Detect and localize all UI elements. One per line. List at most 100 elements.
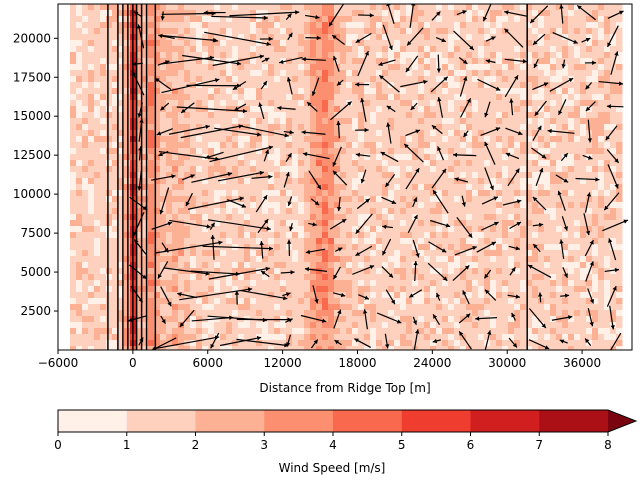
contour-cell bbox=[214, 304, 221, 311]
contour-cell bbox=[616, 22, 623, 29]
contour-cell bbox=[364, 238, 371, 245]
contour-cell bbox=[466, 82, 473, 89]
contour-cell bbox=[610, 262, 617, 269]
contour-cell bbox=[562, 4, 569, 11]
contour-cell bbox=[400, 166, 407, 173]
contour-cell bbox=[544, 100, 551, 107]
contour-cell bbox=[388, 184, 395, 191]
contour-cell bbox=[196, 286, 203, 293]
contour-cell bbox=[412, 184, 419, 191]
contour-cell bbox=[562, 214, 569, 221]
contour-cell bbox=[472, 52, 479, 59]
contour-cell bbox=[316, 244, 323, 251]
contour-cell bbox=[160, 4, 167, 11]
contour-cell bbox=[508, 208, 515, 215]
contour-cell bbox=[586, 70, 593, 77]
contour-cell bbox=[460, 256, 467, 263]
contour-cell bbox=[232, 268, 239, 275]
contour-cell bbox=[286, 322, 293, 329]
contour-cell bbox=[610, 22, 617, 29]
contour-cell bbox=[256, 130, 263, 137]
contour-cell bbox=[118, 94, 125, 101]
contour-cell bbox=[550, 190, 557, 197]
contour-cell bbox=[328, 52, 335, 59]
contour-cell bbox=[370, 232, 377, 239]
contour-cell bbox=[292, 202, 299, 209]
contour-cell bbox=[160, 16, 167, 23]
contour-cell bbox=[592, 148, 599, 155]
contour-cell bbox=[70, 88, 77, 95]
contour-cell bbox=[460, 64, 467, 71]
contour-cell bbox=[610, 46, 617, 53]
contour-cell bbox=[580, 58, 587, 65]
contour-cell bbox=[532, 142, 539, 149]
contour-cell bbox=[418, 100, 425, 107]
contour-cell bbox=[298, 292, 305, 299]
contour-cell bbox=[142, 136, 149, 143]
contour-cell bbox=[118, 322, 125, 329]
contour-cell bbox=[430, 202, 437, 209]
contour-cell bbox=[76, 142, 83, 149]
contour-cell bbox=[604, 58, 611, 65]
contour-cell bbox=[226, 46, 233, 53]
contour-cell bbox=[208, 76, 215, 83]
contour-cell bbox=[340, 286, 347, 293]
contour-cell bbox=[496, 244, 503, 251]
contour-cell bbox=[418, 184, 425, 191]
contour-cell bbox=[322, 274, 329, 281]
contour-cell bbox=[448, 316, 455, 323]
contour-cell bbox=[232, 184, 239, 191]
contour-cell bbox=[256, 46, 263, 53]
contour-cell bbox=[520, 40, 527, 47]
contour-cell bbox=[406, 196, 413, 203]
contour-cell bbox=[214, 64, 221, 71]
contour-cell bbox=[526, 196, 533, 203]
contour-cell bbox=[328, 10, 335, 17]
contour-cell bbox=[322, 10, 329, 17]
contour-cell bbox=[598, 130, 605, 137]
contour-cell bbox=[244, 268, 251, 275]
contour-cell bbox=[184, 280, 191, 287]
contour-cell bbox=[268, 64, 275, 71]
contour-cell bbox=[262, 148, 269, 155]
contour-cell bbox=[556, 220, 563, 227]
contour-cell bbox=[196, 196, 203, 203]
contour-cell bbox=[376, 88, 383, 95]
contour-cell bbox=[436, 214, 443, 221]
contour-cell bbox=[190, 310, 197, 317]
contour-cell bbox=[166, 238, 173, 245]
contour-cell bbox=[532, 34, 539, 41]
contour-cell bbox=[472, 160, 479, 167]
contour-cell bbox=[424, 166, 431, 173]
contour-cell bbox=[496, 64, 503, 71]
contour-cell bbox=[250, 82, 257, 89]
contour-cell bbox=[76, 244, 83, 251]
contour-cell bbox=[496, 232, 503, 239]
contour-cell bbox=[190, 154, 197, 161]
contour-cell bbox=[436, 172, 443, 179]
contour-cell bbox=[466, 10, 473, 17]
contour-cell bbox=[514, 226, 521, 233]
contour-cell bbox=[532, 100, 539, 107]
contour-cell bbox=[298, 106, 305, 113]
contour-cell bbox=[460, 250, 467, 257]
contour-cell bbox=[586, 166, 593, 173]
contour-cell bbox=[88, 106, 95, 113]
contour-cell bbox=[274, 262, 281, 269]
contour-cell bbox=[208, 250, 215, 257]
contour-cell bbox=[232, 256, 239, 263]
contour-cell bbox=[208, 4, 215, 11]
contour-cell bbox=[586, 148, 593, 155]
contour-cell bbox=[436, 238, 443, 245]
contour-cell bbox=[454, 256, 461, 263]
contour-cell bbox=[106, 220, 113, 227]
contour-cell bbox=[454, 250, 461, 257]
contour-cell bbox=[106, 58, 113, 65]
contour-cell bbox=[238, 118, 245, 125]
contour-cell bbox=[568, 232, 575, 239]
contour-cell bbox=[442, 244, 449, 251]
contour-cell bbox=[226, 10, 233, 17]
contour-cell bbox=[604, 28, 611, 35]
contour-cell bbox=[502, 40, 509, 47]
contour-cell bbox=[202, 280, 209, 287]
